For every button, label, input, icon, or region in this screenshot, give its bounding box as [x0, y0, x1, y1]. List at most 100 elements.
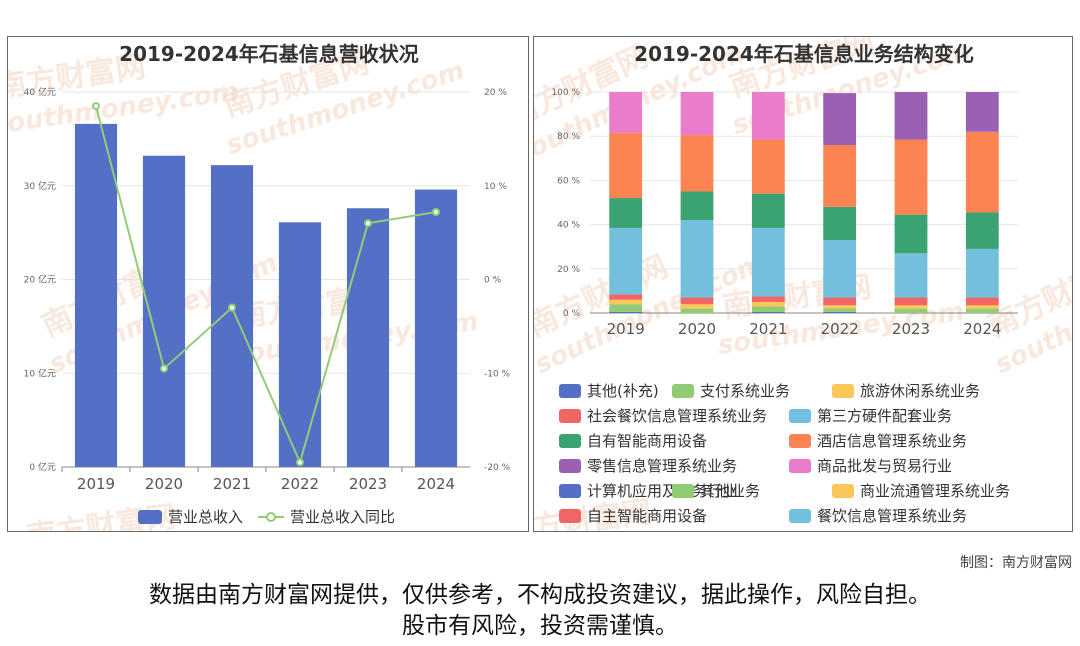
segment-社会餐饮信息管理系统业务: [894, 297, 928, 306]
y-axis-right: -20 % -10 % 0 % 10 % 20 %: [484, 88, 511, 473]
segment-酒店信息管理系统业务: [965, 131, 999, 213]
y-axis-left: 0 亿元 10 亿元 20 亿元 30 亿元 40 亿元: [24, 86, 56, 473]
x-tick-label: 2023: [349, 475, 387, 493]
x-tick-label: 2021: [749, 320, 787, 338]
segment-自有智能商用设备: [680, 191, 714, 221]
revenue-chart-title: 2019-2024年石基信息营收状况: [119, 42, 419, 66]
revenue-bar: [74, 123, 118, 467]
legend-label: 商业流通管理系统业务: [860, 482, 1010, 500]
legend-label: 酒店信息管理系统业务: [817, 432, 967, 450]
segment-第三方硬件配套业务: [680, 220, 714, 298]
yoy-point: [228, 303, 236, 312]
revenue-bar: [414, 189, 458, 467]
x-axis: 2019 2020 2021 2022 2023 2024: [61, 467, 455, 493]
x-tick-label: 2022: [821, 320, 859, 338]
yoy-line-path: [95, 105, 437, 466]
y-axis: 0 % 20 % 40 % 60 % 80 % 100 %: [551, 88, 580, 319]
segment-酒店信息管理系统业务: [894, 139, 928, 215]
segment-酒店信息管理系统业务: [680, 135, 714, 192]
yoy-line: [92, 102, 440, 467]
segment-其他(补充): [823, 311, 857, 313]
y-right-tick-label: 0 %: [484, 276, 502, 286]
yoy-point: [92, 102, 100, 111]
segment-零售信息管理系统业务: [894, 92, 928, 140]
segment-支付系统业务: [751, 306, 785, 312]
legend-swatch: [832, 484, 854, 498]
legend-swatch-revenue: [138, 510, 162, 524]
legend-swatch: [559, 459, 581, 473]
structure-chart-panel: 南方财富网southmoney.com南方财富网southmoney.com南方…: [533, 36, 1073, 532]
y-left-tick-label: 30 亿元: [24, 180, 56, 192]
legend-swatch: [559, 434, 581, 448]
segment-第三方硬件配套业务: [609, 227, 643, 295]
x-axis: 2019 2020 2021 2022 2023 2024: [607, 320, 1002, 338]
legend-swatch: [789, 509, 811, 523]
x-tick-label: 2021: [213, 475, 251, 493]
legend-label: 自有智能商用设备: [587, 432, 707, 450]
y-tick-label: 40 %: [557, 221, 580, 231]
segment-旅游休闲系统业务: [609, 299, 643, 305]
yoy-point: [160, 364, 168, 373]
y-left-tick-label: 10 亿元: [24, 367, 56, 379]
legend-swatch-yoy-dot: [266, 512, 276, 522]
segment-社会餐饮信息管理系统业务: [680, 297, 714, 305]
disclaimer-line-1: 数据由南方财富网提供，仅供参考，不构成投资建议，据此操作，风险自担。: [149, 582, 931, 608]
y-tick-label: 0 %: [563, 309, 581, 319]
legend-label: 第三方硬件配套业务: [817, 407, 952, 425]
legend-swatch: [789, 459, 811, 473]
legend-label: 餐饮信息管理系统业务: [817, 507, 967, 525]
legend-label: 旅游休闲系统业务: [860, 382, 980, 400]
legend-label-yoy: 营业总收入同比: [290, 508, 395, 526]
revenue-bar: [346, 208, 390, 467]
disclaimer-line-2: 股市有风险，投资需谨慎。: [402, 613, 678, 639]
segment-自有智能商用设备: [609, 198, 643, 228]
segment-酒店信息管理系统业务: [751, 139, 785, 194]
segment-社会餐饮信息管理系统业务: [751, 296, 785, 302]
y-left-tick-label: 40 亿元: [24, 86, 56, 98]
y-tick-label: 80 %: [557, 132, 580, 142]
chart-credit: 制图：南方财富网: [960, 555, 1072, 571]
legend-swatch: [559, 409, 581, 423]
segment-社会餐饮信息管理系统业务: [609, 294, 643, 300]
legend-swatch: [672, 384, 694, 398]
grid: [590, 91, 1018, 314]
y-right-tick-label: 20 %: [484, 88, 507, 98]
y-tick-label: 20 %: [557, 265, 580, 275]
x-tick-label: 2019: [607, 320, 645, 338]
segment-支付系统业务: [680, 308, 714, 313]
structure-chart: 南方财富网southmoney.com南方财富网southmoney.com南方…: [534, 37, 1072, 531]
legend-label-revenue: 营业总收入: [168, 508, 243, 526]
legend-label: 支付系统业务: [700, 382, 790, 400]
legend-swatch: [559, 509, 581, 523]
legend-label: 自主智能商用设备: [587, 507, 707, 525]
segment-商品批发与贸易行业: [680, 92, 714, 136]
legend-label: 其他业务: [700, 482, 760, 500]
revenue-bars: [74, 123, 458, 467]
segment-支付系统业务: [609, 304, 643, 312]
revenue-chart-panel: 南方财富网 southmoney.com 南方财富网 southmoney.com 南方…: [7, 36, 529, 532]
segment-第三方硬件配套业务: [965, 248, 999, 298]
segment-支付系统业务: [894, 308, 928, 313]
segment-其他(补充): [751, 311, 785, 313]
legend-swatch: [789, 409, 811, 423]
structure-chart-title: 2019-2024年石基信息业务结构变化: [634, 42, 974, 66]
segment-旅游休闲系统业务: [894, 305, 928, 309]
segment-酒店信息管理系统业务: [609, 132, 643, 199]
y-left-tick-label: 0 亿元: [29, 461, 56, 473]
segment-酒店信息管理系统业务: [823, 145, 857, 207]
segment-旅游休闲系统业务: [965, 305, 999, 309]
segment-零售信息管理系统业务: [823, 93, 857, 146]
legend-swatch: [559, 384, 581, 398]
y-tick-label: 60 %: [557, 176, 580, 186]
segment-自有智能商用设备: [823, 206, 857, 241]
yoy-point: [432, 208, 440, 216]
y-tick-label: 100 %: [551, 88, 580, 98]
segment-支付系统业务: [823, 308, 857, 312]
x-tick-label: 2019: [77, 475, 115, 493]
x-tick-label: 2024: [963, 320, 1001, 338]
legend-label: 零售信息管理系统业务: [587, 457, 737, 475]
y-right-tick-label: -10 %: [484, 369, 511, 379]
legend-swatch: [672, 484, 694, 498]
segment-自有智能商用设备: [965, 212, 999, 249]
segment-商品批发与贸易行业: [751, 92, 785, 140]
